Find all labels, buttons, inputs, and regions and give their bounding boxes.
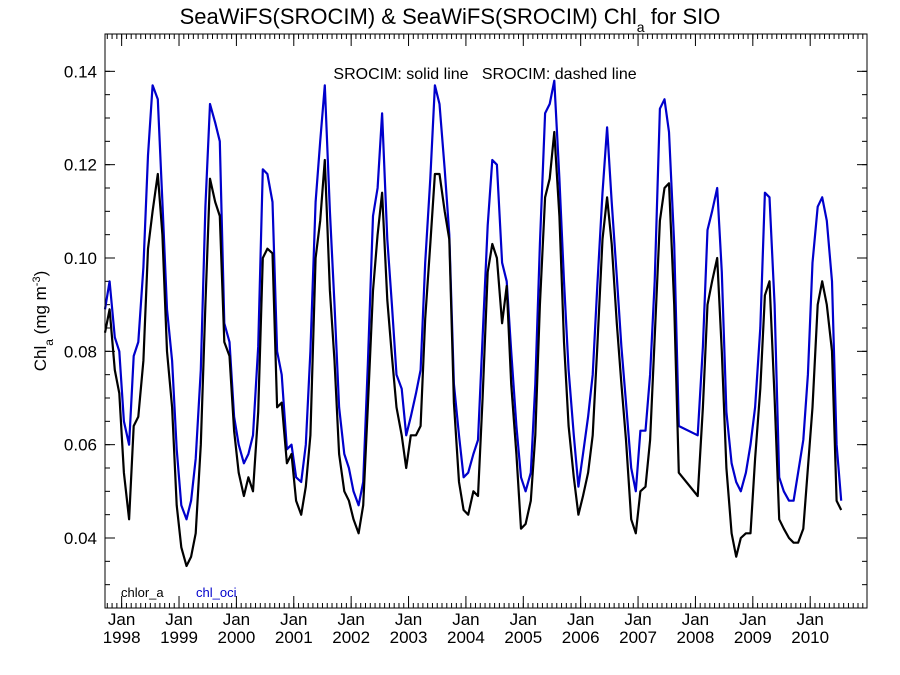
- legend-entry-chlor-a: chlor_a: [121, 585, 164, 600]
- legend-entry-chl-oci: chl_oci: [196, 585, 237, 600]
- y-tick-label: 0.08: [64, 342, 97, 361]
- x-tick-month-label: Jan: [510, 610, 537, 629]
- x-tick-year-label: 2004: [447, 628, 485, 647]
- x-tick-month-label: Jan: [108, 610, 135, 629]
- x-tick-month-label: Jan: [682, 610, 709, 629]
- x-tick-year-label: 1999: [160, 628, 198, 647]
- x-axis-ticks: Jan1998Jan1999Jan2000Jan2001Jan2002Jan20…: [103, 34, 864, 647]
- series-line-chl-oci: [103, 79, 843, 521]
- x-tick-month-label: Jan: [567, 610, 594, 629]
- x-tick-month-label: Jan: [223, 610, 250, 629]
- chart-title: SeaWiFS(SROCIM) & SeaWiFS(SROCIM) Chla f…: [180, 4, 721, 35]
- x-tick-year-label: 2003: [390, 628, 428, 647]
- line-style-annotation: SROCIM: solid line SROCIM: dashed line: [333, 66, 636, 83]
- series-line-chlor-a: [103, 130, 843, 568]
- x-tick-year-label: 2005: [504, 628, 542, 647]
- x-tick-month-label: Jan: [395, 610, 422, 629]
- x-tick-month-label: Jan: [624, 610, 651, 629]
- x-tick-month-label: Jan: [739, 610, 766, 629]
- plot-frame: [104, 33, 868, 609]
- y-tick-label: 0.04: [64, 529, 97, 548]
- x-tick-month-label: Jan: [165, 610, 192, 629]
- x-tick-year-label: 2010: [791, 628, 829, 647]
- x-tick-month-label: Jan: [796, 610, 823, 629]
- y-tick-label: 0.14: [64, 62, 97, 81]
- y-tick-label: 0.12: [64, 156, 97, 175]
- x-tick-month-label: Jan: [452, 610, 479, 629]
- x-tick-month-label: Jan: [280, 610, 307, 629]
- x-tick-year-label: 2007: [619, 628, 657, 647]
- x-tick-month-label: Jan: [337, 610, 364, 629]
- y-tick-label: 0.06: [64, 436, 97, 455]
- x-tick-year-label: 2001: [275, 628, 313, 647]
- x-tick-year-label: 2009: [734, 628, 772, 647]
- x-tick-year-label: 2000: [217, 628, 255, 647]
- y-axis-label: Chla (mg m-3): [31, 271, 56, 372]
- x-tick-year-label: 1998: [103, 628, 141, 647]
- y-tick-label: 0.10: [64, 249, 97, 268]
- y-axis-ticks: 0.04 0.06 0.08 0.10 0.12 0.14: [64, 62, 867, 586]
- series-layer: [103, 79, 843, 568]
- x-tick-year-label: 2008: [677, 628, 715, 647]
- x-tick-year-label: 2006: [562, 628, 600, 647]
- x-tick-year-label: 2002: [332, 628, 370, 647]
